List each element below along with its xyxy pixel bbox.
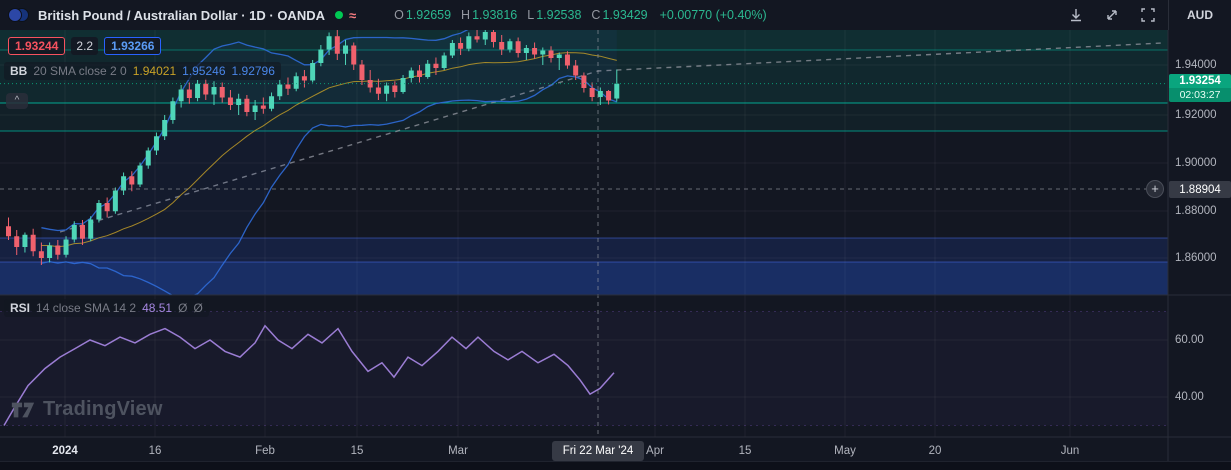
gbp-flag-circle xyxy=(8,8,22,22)
last-price-tag: 1.93254 02:03:27 xyxy=(1169,74,1231,102)
time-axis-label: 15 xyxy=(350,445,364,457)
rsi-axis-label: 40.00 xyxy=(1175,391,1204,403)
high-value: H 1.93816 xyxy=(461,8,518,22)
rsi-indicator-name: RSI xyxy=(10,301,31,315)
download-icon[interactable] xyxy=(1065,4,1087,26)
price-axis-label: 1.86000 xyxy=(1175,252,1217,264)
tradingview-watermark: TradingView xyxy=(10,398,163,421)
tradingview-logo-icon xyxy=(11,402,35,417)
bb-indicator-name: BB xyxy=(10,64,28,78)
time-axis-label: 2024 xyxy=(52,445,78,457)
symbol-pair-icon xyxy=(8,7,30,23)
rsi-axis-label: 60.00 xyxy=(1175,334,1204,346)
time-axis-label: 16 xyxy=(148,445,162,457)
open-value: O 1.92659 xyxy=(394,8,452,22)
tradingview-watermark-text: TradingView xyxy=(43,398,163,420)
bb-basis-value: 1.94021 xyxy=(132,64,177,78)
ask-price-badge[interactable]: 1.93266 xyxy=(104,37,162,55)
close-value: C 1.93429 xyxy=(591,8,648,22)
last-price-value: 1.93254 xyxy=(1169,74,1231,88)
rsi-value: 48.51 xyxy=(142,301,173,315)
rsi-sma-placeholder-2: Ø xyxy=(193,301,203,315)
crosshair-price-badge: 1.88904 xyxy=(1169,181,1231,198)
bid-price-badge[interactable]: 1.93244 xyxy=(8,37,66,55)
time-axis-label: Jun xyxy=(1060,445,1080,457)
price-axis-currency-label[interactable]: AUD xyxy=(1168,0,1231,30)
bb-lower-value: 1.92796 xyxy=(231,64,275,78)
rsi-sma-placeholder-1: Ø xyxy=(178,301,188,315)
time-axis-label: Feb xyxy=(255,445,275,457)
maximize-icon[interactable] xyxy=(1101,4,1123,26)
time-axis-label: 20 xyxy=(928,445,942,457)
symbol-title[interactable]: British Pound / Australian Dollar · 1D ·… xyxy=(38,7,325,23)
fullscreen-icon[interactable] xyxy=(1137,4,1159,26)
bb-upper-value: 1.95246 xyxy=(182,64,226,78)
rsi-indicator-legend[interactable]: RSI 14 close SMA 14 2 48.51 Ø Ø xyxy=(4,299,209,317)
chevron-up-icon: ^ xyxy=(14,95,20,106)
price-axis-label: 1.88000 xyxy=(1175,205,1217,217)
chart-header-toolbar: British Pound / Australian Dollar · 1D ·… xyxy=(0,0,1231,30)
bottom-toolbar-strip xyxy=(0,461,1231,470)
pane-collapse-button[interactable]: ^ xyxy=(6,93,28,109)
bar-countdown: 02:03:27 xyxy=(1169,88,1231,102)
time-axis-label: Apr xyxy=(646,445,664,457)
crosshair-date-badge: Fri 22 Mar '24 xyxy=(552,441,644,461)
time-axis-label: 15 xyxy=(738,445,752,457)
rsi-indicator-params: 14 close SMA 14 2 xyxy=(36,301,137,315)
time-axis-label: May xyxy=(834,445,856,457)
price-axis-label: 1.90000 xyxy=(1175,157,1217,169)
ohlc-readout: O 1.92659 H 1.93816 L 1.92538 C 1.93429 +0.0… xyxy=(394,8,767,22)
toolbar-icon-group xyxy=(1065,0,1159,30)
price-axis-label: 1.94000 xyxy=(1175,59,1217,71)
add-alert-plus-button[interactable]: + xyxy=(1146,180,1164,198)
bb-indicator-params: 20 SMA close 2 0 xyxy=(33,64,127,78)
price-axis-label: 1.92000 xyxy=(1175,109,1217,121)
low-value: L 1.92538 xyxy=(527,8,582,22)
change-readout: +0.00770 (+0.40%) xyxy=(659,8,767,22)
bid-ask-row: 1.93244 2.2 1.93266 xyxy=(8,37,162,55)
approx-status-icon: ≈ xyxy=(348,7,357,23)
market-open-dot-icon xyxy=(334,11,343,19)
time-axis-label: Mar xyxy=(448,445,468,457)
bb-indicator-legend[interactable]: BB 20 SMA close 2 0 1.94021 1.95246 1.92… xyxy=(4,62,281,80)
spread-value: 2.2 xyxy=(71,37,99,55)
